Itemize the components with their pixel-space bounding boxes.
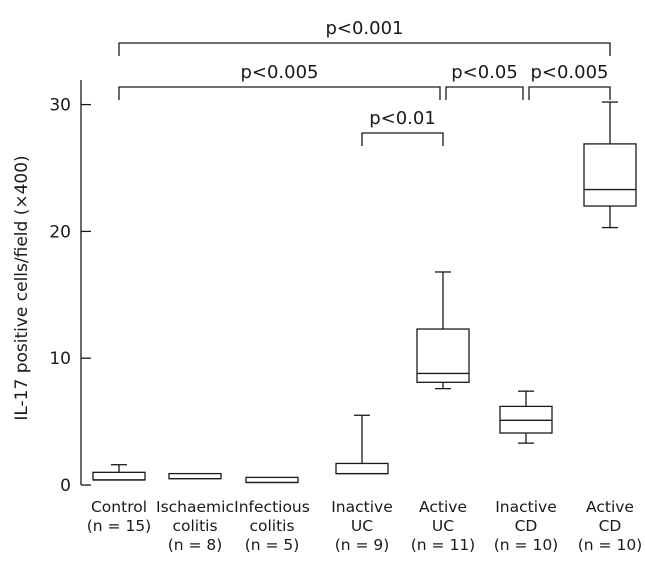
category-label-line-3-1: UC [351, 517, 373, 535]
category-label-5: Inactive CD (n = 10) [494, 498, 558, 554]
box-0 [92, 464, 146, 481]
category-label-0: Control (n = 15) [87, 498, 151, 535]
category-label-line-5-1: CD [515, 517, 538, 535]
y-tick-label-10: 10 [49, 349, 71, 369]
significance-brackets: p<0.001 p<0.005 p<0.05 p<0.005 p<0.01 [118, 18, 611, 146]
category-label-line-4-2: (n = 11) [411, 536, 475, 554]
box-rect-4 [416, 328, 470, 383]
y-tick-label-0: 0 [60, 476, 71, 496]
p-value-label-4: p<0.01 [369, 108, 436, 129]
box-4 [416, 271, 470, 390]
category-label-line-5-2: (n = 10) [494, 536, 558, 554]
category-label-6: Active CD (n = 10) [578, 498, 642, 554]
y-tick-label-30: 30 [49, 96, 71, 116]
category-label-4: Active UC (n = 11) [411, 498, 475, 554]
category-label-line-4-0: Active [419, 498, 467, 516]
significance-bracket-1: p<0.005 [118, 62, 441, 100]
category-labels: Control (n = 15)Ischaemic colitis (n = 8)In… [87, 498, 642, 554]
category-label-line-2-1: colitis [249, 517, 294, 535]
box-1 [168, 472, 222, 480]
axes: 0 10 20 30 [49, 80, 91, 496]
significance-bracket-0: p<0.001 [118, 18, 611, 56]
bracket-line-2 [445, 86, 524, 100]
significance-bracket-4: p<0.01 [361, 108, 444, 146]
box-rect-3 [335, 462, 389, 475]
significance-bracket-3: p<0.005 [528, 62, 611, 100]
category-label-line-0-0: Control [91, 498, 147, 516]
category-label-line-2-2: (n = 5) [245, 536, 300, 554]
box-5 [499, 390, 553, 444]
category-label-line-0-1: (n = 15) [87, 517, 151, 535]
category-label-line-2-0: Infectious [234, 498, 310, 516]
bracket-line-3 [528, 86, 611, 100]
category-label-line-1-2: (n = 8) [168, 536, 223, 554]
category-label-line-1-0: Ischaemic [156, 498, 234, 516]
p-value-label-2: p<0.05 [451, 62, 518, 83]
box-2 [245, 476, 299, 484]
category-label-line-3-0: Inactive [331, 498, 393, 516]
y-tick-label-20: 20 [49, 222, 71, 242]
category-label-line-3-2: (n = 9) [335, 536, 390, 554]
y-axis-title: IL-17 positive cells/field (×400) [12, 155, 32, 420]
box-6 [583, 101, 637, 229]
significance-bracket-2: p<0.05 [445, 62, 524, 100]
bracket-line-0 [118, 42, 611, 56]
category-label-line-6-2: (n = 10) [578, 536, 642, 554]
box-3 [335, 414, 389, 475]
box-rect-1 [168, 472, 222, 480]
bracket-line-1 [118, 86, 441, 100]
p-value-label-3: p<0.005 [530, 62, 608, 83]
category-label-line-4-1: UC [432, 517, 454, 535]
category-label-line-6-0: Active [586, 498, 634, 516]
bracket-line-4 [361, 132, 444, 146]
p-value-label-1: p<0.005 [240, 62, 318, 83]
box-rect-2 [245, 476, 299, 484]
category-label-line-5-0: Inactive [495, 498, 557, 516]
box-series [92, 101, 637, 484]
p-value-label-0: p<0.001 [325, 18, 403, 39]
category-label-2: Infectious colitis (n = 5) [234, 498, 310, 554]
box-rect-6 [583, 143, 637, 207]
category-label-3: Inactive UC (n = 9) [331, 498, 393, 554]
category-label-1: Ischaemic colitis (n = 8) [156, 498, 234, 554]
category-label-line-1-1: colitis [172, 517, 217, 535]
category-label-line-6-1: CD [599, 517, 622, 535]
box-rect-0 [92, 471, 146, 481]
